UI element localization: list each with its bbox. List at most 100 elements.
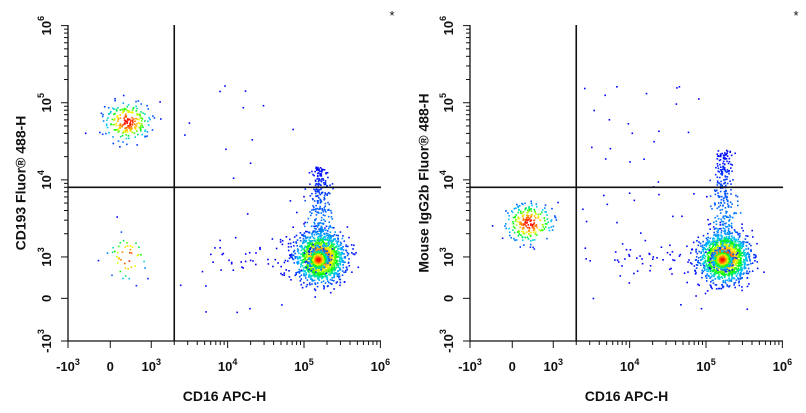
event-dot [524, 207, 527, 210]
event-dot [719, 247, 721, 249]
event-dot [333, 276, 335, 279]
event-dot [130, 252, 133, 254]
event-dot [744, 263, 746, 265]
event-dot [336, 281, 338, 283]
event-dot [322, 240, 324, 242]
event-dot [543, 228, 546, 230]
event-dot [323, 249, 325, 252]
event-dot [314, 261, 317, 263]
event-dot [307, 254, 309, 256]
event-dot [728, 286, 730, 288]
event-dot [697, 283, 699, 286]
event-dot [108, 131, 110, 134]
event-dot [715, 269, 718, 272]
event-dot [751, 262, 754, 264]
event-dot [327, 280, 329, 282]
event-dot [715, 249, 717, 252]
event-dot [121, 134, 124, 137]
event-dot [313, 275, 316, 278]
event-dot [112, 246, 114, 249]
event-dot [720, 230, 723, 232]
event-dot [531, 224, 533, 226]
event-dot [708, 257, 711, 259]
event-dot [724, 215, 727, 217]
event-dot [741, 289, 743, 292]
event-dot [740, 247, 742, 250]
event-dot [750, 244, 752, 247]
event-dot [720, 170, 723, 172]
event-dot [332, 235, 335, 237]
event-dot [691, 263, 693, 265]
event-dot [739, 212, 742, 214]
event-dot [709, 237, 712, 240]
event-dot [732, 269, 735, 272]
event-dot [322, 257, 324, 260]
event-dot [322, 178, 324, 180]
event-dot [748, 256, 750, 259]
event-dot [341, 257, 344, 260]
event-dot [731, 241, 734, 244]
event-dot [681, 215, 683, 218]
event-dot [324, 238, 327, 240]
event-dot [746, 272, 749, 275]
event-dot [320, 180, 323, 183]
event-dot [130, 128, 133, 130]
event-dot [324, 269, 327, 271]
event-dot [747, 267, 750, 270]
event-dot [318, 269, 321, 271]
event-dot [296, 248, 299, 250]
event-dot [296, 256, 298, 258]
event-dot [687, 271, 689, 273]
event-dot [708, 264, 710, 267]
event-dot [321, 252, 323, 254]
event-dot [318, 248, 321, 250]
event-dot [134, 127, 136, 129]
event-dot [724, 282, 727, 284]
event-dot [728, 225, 731, 227]
event-dot [723, 230, 725, 233]
event-dot [721, 220, 723, 223]
event-dot [331, 248, 334, 250]
event-dot [720, 154, 722, 157]
event-dot [315, 255, 317, 258]
event-dot [339, 284, 341, 287]
event-dot [128, 260, 131, 262]
event-dot [703, 247, 705, 249]
event-dot [346, 267, 348, 269]
event-dot [230, 262, 233, 265]
event-dot [716, 207, 719, 210]
event-dot [303, 223, 305, 225]
event-dot [736, 239, 738, 242]
event-dot [721, 273, 723, 275]
event-dot [695, 256, 698, 258]
event-dot [555, 219, 558, 221]
event-dot [337, 240, 340, 242]
event-dot [737, 241, 740, 243]
event-dot [339, 231, 342, 233]
event-dot [127, 104, 130, 106]
event-dot [526, 219, 529, 222]
event-dot [126, 126, 128, 129]
event-dot [722, 160, 725, 163]
event-dot [719, 185, 722, 188]
event-dot [317, 250, 319, 252]
event-dot [300, 259, 302, 261]
event-dot [322, 265, 325, 267]
event-dot [307, 270, 309, 273]
event-dot [710, 249, 712, 252]
event-dot [729, 150, 732, 153]
event-dot [516, 231, 519, 233]
event-dot [522, 231, 525, 233]
event-dot [517, 216, 519, 219]
y-axis-label: CD193 Fluor® 488-H [13, 116, 29, 251]
event-dot [706, 195, 708, 198]
event-dot [344, 255, 347, 258]
event-dot [319, 198, 321, 201]
event-dot [763, 271, 765, 273]
event-dot [330, 256, 333, 259]
event-dot [126, 242, 128, 244]
event-dot [752, 236, 754, 238]
event-dot [301, 264, 304, 267]
event-dot [295, 234, 298, 237]
event-dot [341, 274, 344, 276]
